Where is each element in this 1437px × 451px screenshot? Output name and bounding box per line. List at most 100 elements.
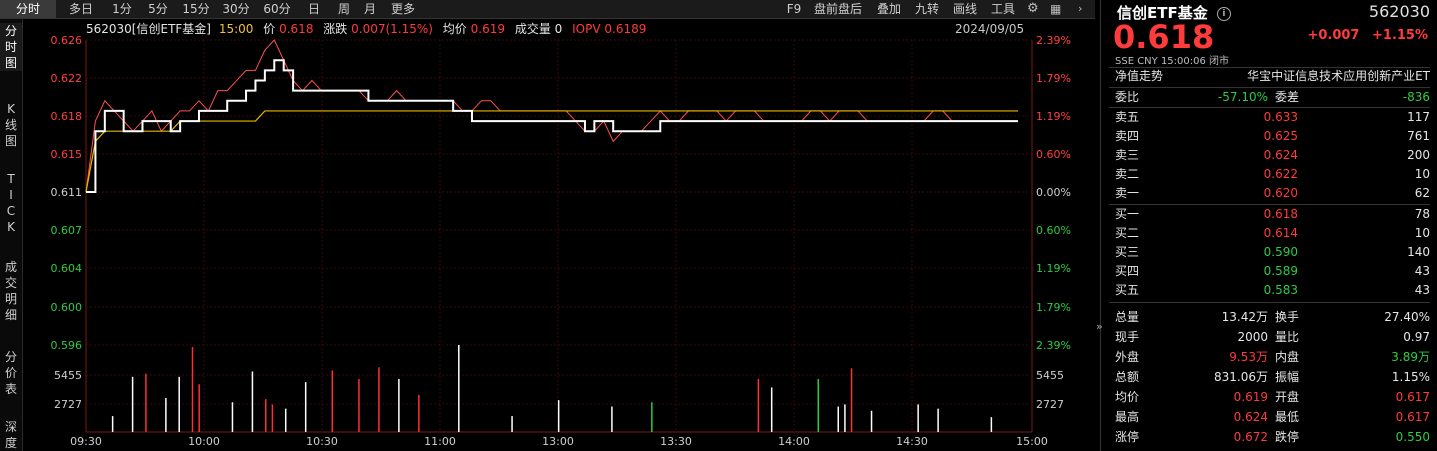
bid-price: 0.614: [1263, 226, 1298, 240]
intraday-chart[interactable]: 0.626 2.39% 0.622 1.79% 0.618 1.19% 0.615 0.60%…: [0, 0, 1095, 451]
divider: [1109, 87, 1430, 88]
toolbar-item-1[interactable]: 盘前盘后: [813, 2, 862, 16]
bid-label: 买三: [1115, 245, 1140, 259]
tab-4[interactable]: 15分: [182, 2, 210, 16]
ask-label: 卖二: [1115, 167, 1140, 181]
bid-row: 买二 0.614 10: [1101, 224, 1437, 243]
stat-row: 外盘 9.53万 内盘 3.89万: [1101, 348, 1437, 367]
stat-label: 内盘: [1275, 350, 1300, 364]
collapse-panel-icon[interactable]: »: [1096, 320, 1103, 333]
ask-volume: 117: [1407, 110, 1430, 124]
price-label: 价: [263, 22, 276, 36]
y-tick-label: 0.618: [51, 110, 83, 123]
stat-label: 最低: [1275, 410, 1300, 424]
tab-7[interactable]: 日: [307, 2, 320, 16]
tab-9[interactable]: 月: [363, 2, 376, 16]
stat-label: 外盘: [1115, 350, 1140, 364]
tab-10[interactable]: 更多: [390, 2, 415, 16]
x-tick-label: 15:00: [1016, 435, 1048, 448]
tab-6[interactable]: 60分: [263, 2, 291, 16]
ask-price: 0.625: [1263, 129, 1298, 143]
settings-icon[interactable]: ⚙: [1027, 1, 1039, 16]
y-tick-label-pct: 0.60%: [1036, 224, 1071, 237]
sidebar-item-4[interactable]: 分价表: [4, 350, 17, 396]
tab-0[interactable]: 分时: [0, 0, 56, 18]
time-value: 15:00: [218, 22, 254, 36]
bid-price: 0.590: [1263, 245, 1298, 259]
toolbar-item-0[interactable]: F9: [786, 2, 802, 16]
tab-8[interactable]: 周: [337, 2, 350, 16]
stat-label: 开盘: [1275, 390, 1300, 404]
info-icon[interactable]: i: [1216, 6, 1231, 21]
bid-row: 买一 0.618 78: [1101, 205, 1437, 224]
market-meta: SSE CNY 15:00:06 闭市: [1115, 56, 1230, 67]
y-tick-label: 0.626: [51, 34, 83, 47]
bid-label: 买一: [1115, 207, 1140, 221]
stat-value: 831.06万: [1214, 370, 1268, 384]
y-tick-label: 0.622: [51, 72, 83, 85]
stat-label: 总量: [1115, 310, 1140, 324]
nav-trend-label[interactable]: 净值走势: [1115, 69, 1164, 83]
y-tick-label: 0.600: [51, 301, 83, 314]
change-label: 涨跌: [323, 22, 348, 36]
y-tick-label-pct: 1.19%: [1036, 262, 1071, 275]
stat-value: 0.617: [1395, 410, 1430, 424]
x-tick-label: 11:00: [424, 435, 456, 448]
stat-value: 13.42万: [1221, 310, 1268, 324]
stat-value: 1.15%: [1391, 370, 1430, 384]
stat-label: 现手: [1115, 330, 1140, 344]
sidebar-item-5[interactable]: 深度: [4, 420, 17, 450]
stat-label: 量比: [1275, 330, 1300, 344]
toolbar-item-2[interactable]: 叠加: [876, 2, 901, 16]
x-tick-label: 13:30: [660, 435, 692, 448]
nav-row[interactable]: 净值走势 华宝中证信息技术应用创新产业ET: [1101, 67, 1437, 86]
bid-volume: 10: [1414, 226, 1430, 240]
ask-price: 0.620: [1263, 186, 1298, 200]
price-change: +0.007 +1.15%: [1307, 28, 1428, 43]
sidebar-item-3[interactable]: 成交明细: [4, 260, 17, 322]
ask-label: 卖三: [1115, 148, 1140, 162]
change-percent: +1.15%: [1372, 28, 1428, 43]
ask-row: 卖五 0.633 117: [1101, 108, 1437, 127]
stat-value: 0.617: [1395, 390, 1430, 404]
chart-type-icon[interactable]: ▦: [1050, 2, 1062, 16]
toolbar-item-5[interactable]: 工具: [990, 2, 1015, 16]
sidebar-item-0[interactable]: 分时图: [0, 23, 22, 71]
tab-3[interactable]: 5分: [148, 2, 168, 16]
tab-5[interactable]: 30分: [222, 2, 250, 16]
bid-price: 0.589: [1263, 264, 1298, 278]
webi-value: -57.10%: [1217, 90, 1268, 104]
bid-volume: 43: [1414, 264, 1430, 278]
toolbar-item-4[interactable]: 画线: [952, 2, 977, 16]
stat-value: 0.550: [1395, 430, 1430, 444]
expand-icon[interactable]: ›: [1078, 2, 1083, 15]
stat-value: 27.40%: [1384, 310, 1430, 324]
y-tick-label: 0.611: [51, 186, 83, 199]
tab-1[interactable]: 多日: [68, 2, 93, 16]
stat-row: 总额 831.06万 振幅 1.15%: [1101, 368, 1437, 387]
stat-row: 现手 2000 量比 0.97: [1101, 328, 1437, 347]
x-tick-label: 10:30: [306, 435, 338, 448]
x-tick-label: 14:30: [896, 435, 928, 448]
stat-value: 2000: [1237, 330, 1268, 344]
toolbar-item-3[interactable]: 九转: [914, 2, 939, 16]
x-tick-label: 09:30: [70, 435, 102, 448]
tab-2[interactable]: 1分: [112, 2, 132, 16]
iopv-value: 0.6189: [604, 22, 647, 36]
stat-row: 最高 0.624 最低 0.617: [1101, 408, 1437, 427]
bid-label: 买五: [1115, 283, 1140, 297]
bid-volume: 78: [1414, 207, 1430, 221]
divider: [1109, 107, 1430, 108]
panel-title: 信创ETF基金 i: [1117, 2, 1231, 23]
y-tick-label-pct: 2.39%: [1036, 339, 1071, 352]
y-tick-label: 0.615: [51, 148, 83, 161]
last-price: 0.618: [1113, 18, 1215, 56]
stat-row: 总量 13.42万 换手 27.40%: [1101, 308, 1437, 327]
y-tick-label-pct: 1.79%: [1036, 72, 1071, 85]
y-tick-label: 0.596: [51, 339, 83, 352]
y-tick-label: 0.604: [51, 262, 83, 275]
ask-row: 卖三 0.624 200: [1101, 146, 1437, 165]
avg-label: 均价: [442, 22, 467, 36]
